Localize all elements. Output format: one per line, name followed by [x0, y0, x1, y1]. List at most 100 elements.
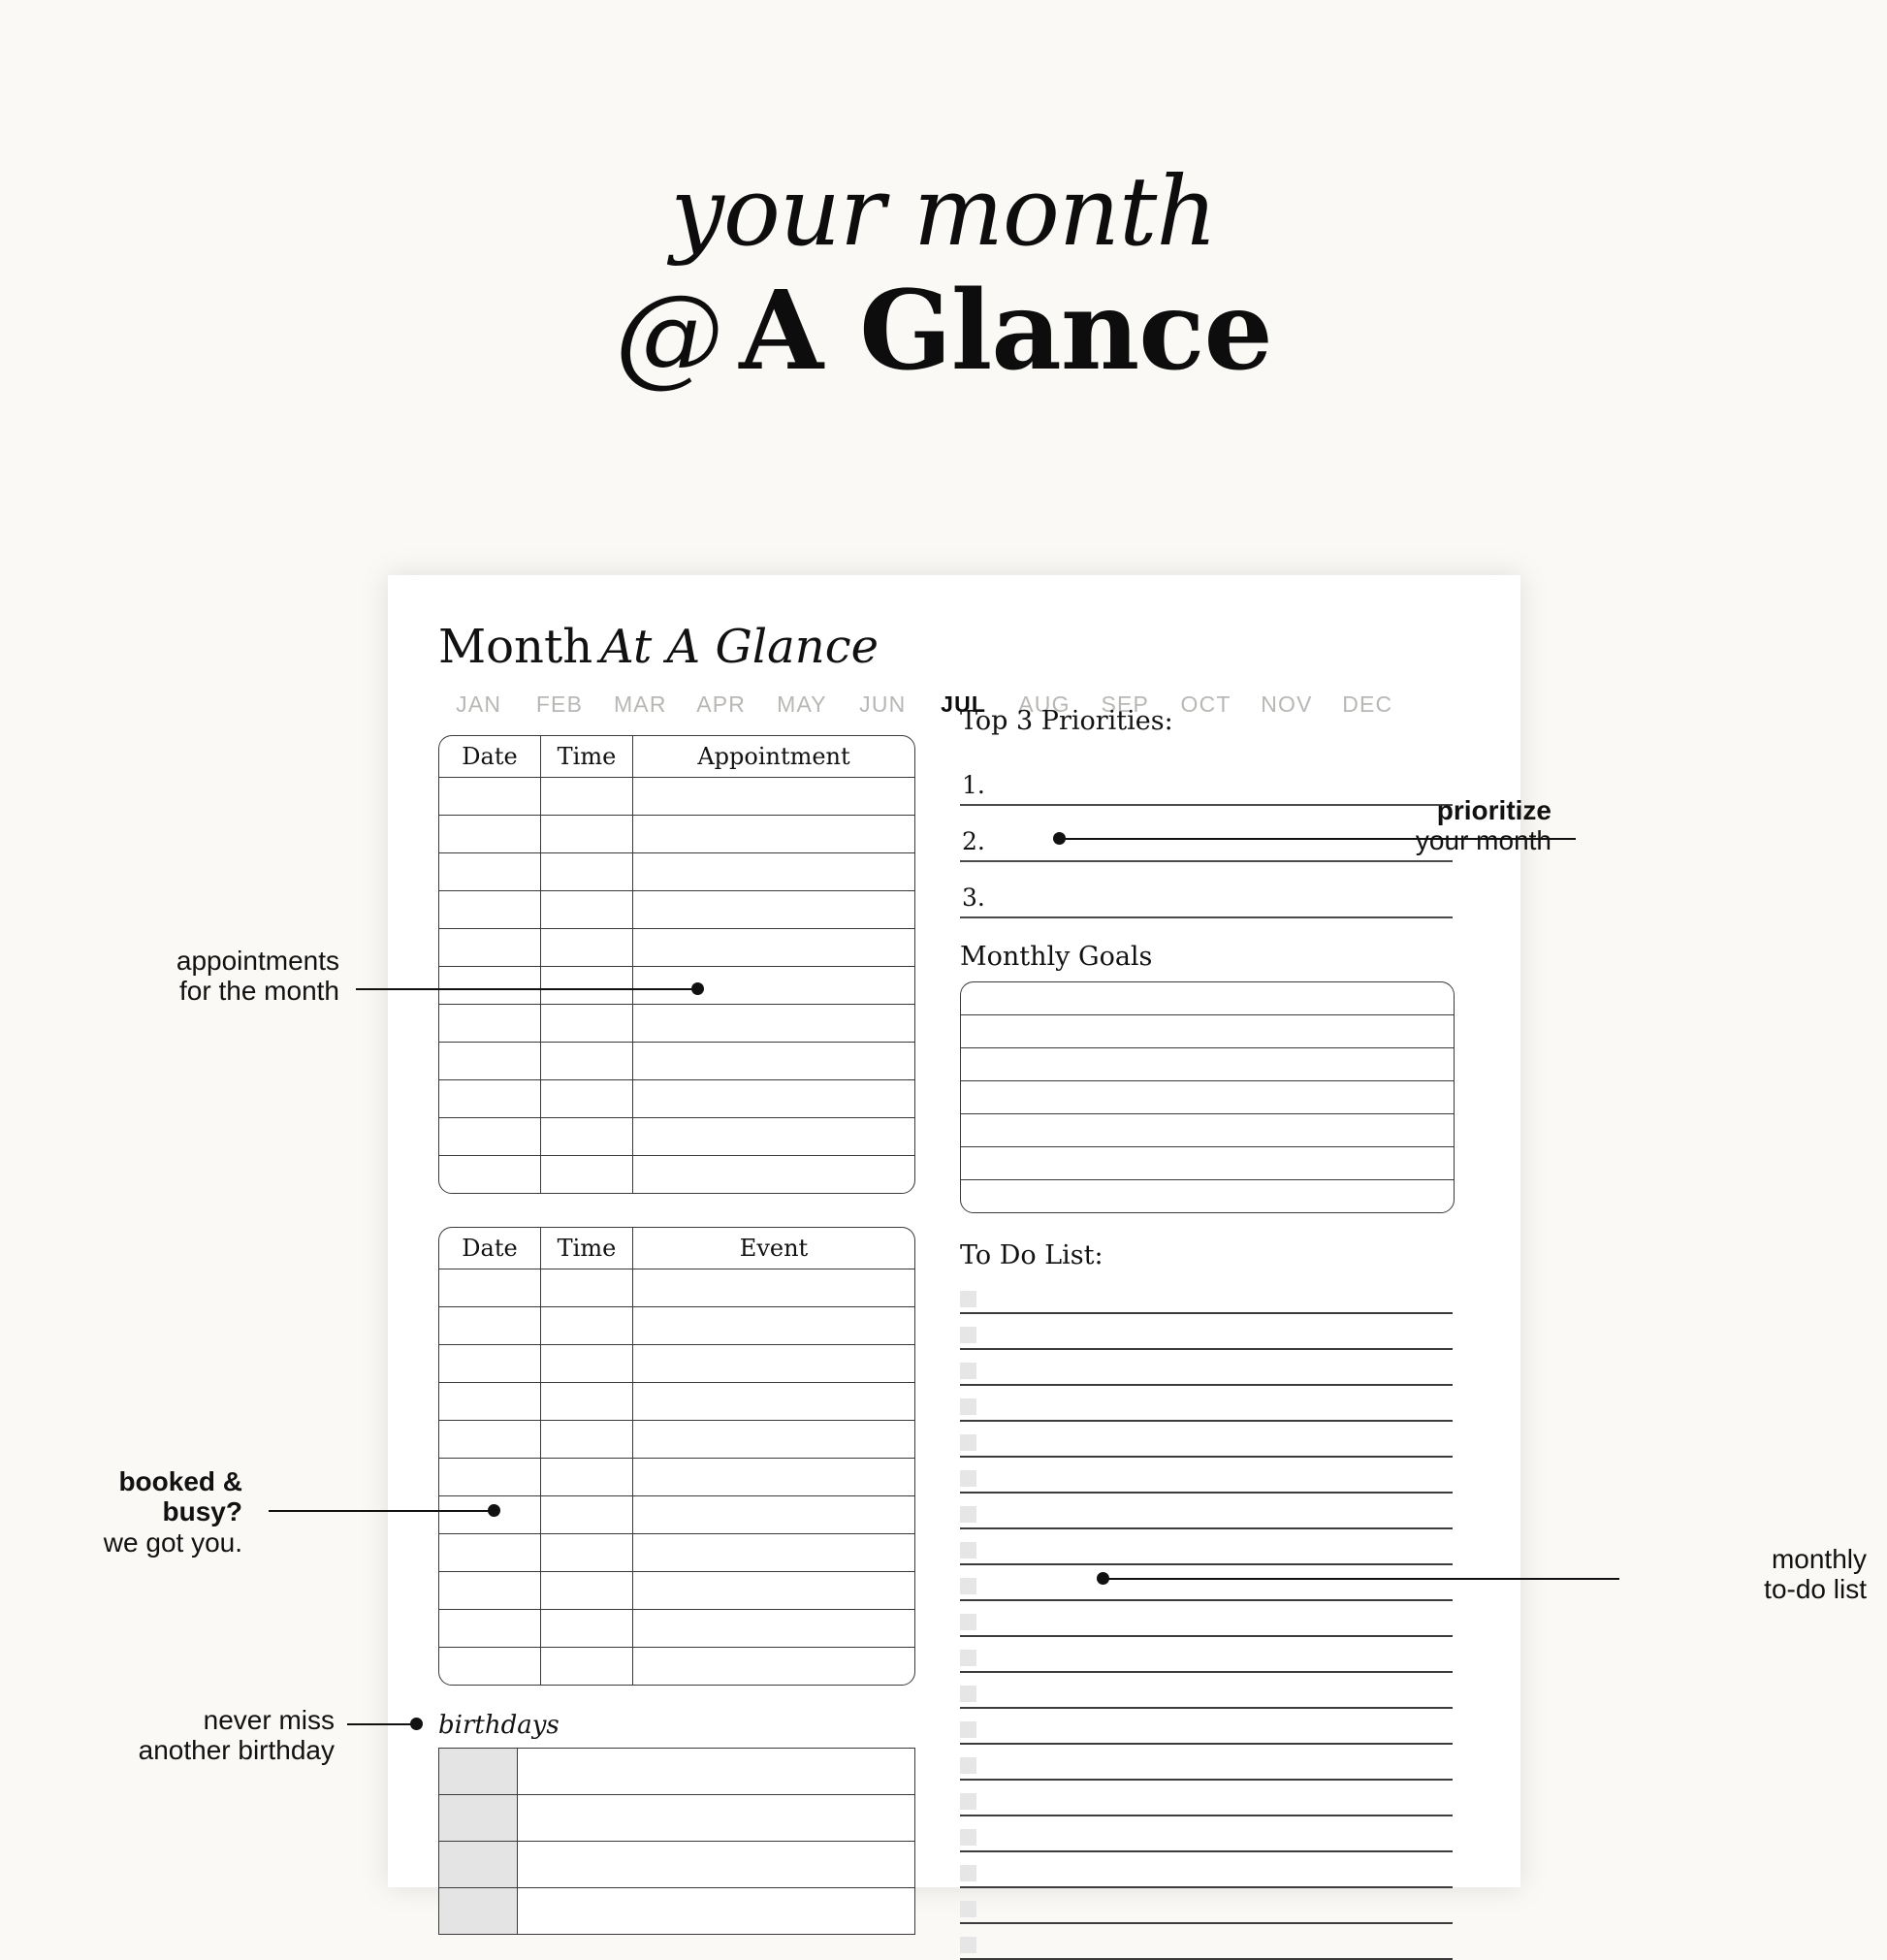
table-cell[interactable] — [439, 891, 541, 929]
table-cell[interactable] — [633, 1345, 914, 1383]
table-row[interactable] — [439, 1496, 914, 1534]
table-row[interactable] — [439, 1383, 914, 1421]
table-row[interactable] — [439, 1269, 914, 1307]
table-cell[interactable] — [633, 1534, 914, 1572]
goal-line[interactable] — [961, 1180, 1454, 1212]
goal-line[interactable] — [961, 1048, 1454, 1081]
checkbox-icon[interactable] — [960, 1650, 976, 1666]
table-row[interactable] — [439, 1043, 914, 1080]
table-row[interactable] — [439, 967, 914, 1005]
checkbox-icon[interactable] — [960, 1937, 976, 1953]
todo-row[interactable] — [960, 1565, 1453, 1601]
table-cell[interactable] — [541, 816, 633, 853]
checkbox-icon[interactable] — [960, 1757, 976, 1774]
todo-row[interactable] — [960, 1458, 1453, 1494]
checkbox-icon[interactable] — [960, 1470, 976, 1487]
table-cell[interactable] — [439, 1648, 541, 1685]
goal-line[interactable] — [961, 1147, 1454, 1180]
table-cell[interactable] — [541, 1156, 633, 1193]
table-cell[interactable] — [633, 1005, 914, 1043]
table-cell[interactable] — [541, 853, 633, 891]
checkbox-icon[interactable] — [960, 1578, 976, 1594]
table-cell[interactable] — [633, 778, 914, 816]
table-cell[interactable] — [541, 1496, 633, 1534]
todo-row[interactable] — [960, 1852, 1453, 1888]
priority-row-2[interactable]: 2. — [960, 806, 1453, 862]
todo-row[interactable] — [960, 1924, 1453, 1960]
table-cell[interactable] — [541, 1572, 633, 1610]
table-cell[interactable] — [439, 967, 541, 1005]
table-cell[interactable] — [439, 1307, 541, 1345]
table-row[interactable] — [439, 1648, 914, 1685]
checkbox-icon[interactable] — [960, 1327, 976, 1343]
table-row[interactable] — [439, 853, 914, 891]
checkbox-icon[interactable] — [960, 1363, 976, 1379]
table-cell[interactable] — [541, 1610, 633, 1648]
table-row[interactable] — [439, 1345, 914, 1383]
checkbox-icon[interactable] — [960, 1542, 976, 1558]
goal-line[interactable] — [961, 982, 1454, 1015]
table-cell[interactable] — [633, 1572, 914, 1610]
table-cell[interactable] — [439, 853, 541, 891]
table-cell[interactable] — [439, 929, 541, 967]
table-row[interactable] — [439, 778, 914, 816]
table-row[interactable] — [439, 1156, 914, 1193]
todo-row[interactable] — [960, 1888, 1453, 1924]
table-cell[interactable] — [439, 1345, 541, 1383]
todo-row[interactable] — [960, 1386, 1453, 1422]
table-cell[interactable] — [439, 1269, 541, 1307]
table-cell[interactable] — [541, 1421, 633, 1459]
monthly-goals-box[interactable] — [960, 981, 1455, 1213]
table-row[interactable] — [439, 1005, 914, 1043]
table-cell[interactable] — [439, 1421, 541, 1459]
todo-list[interactable] — [960, 1278, 1453, 1960]
table-cell[interactable] — [541, 1043, 633, 1080]
table-cell[interactable] — [439, 778, 541, 816]
goal-line[interactable] — [961, 1015, 1454, 1048]
table-cell[interactable] — [541, 1383, 633, 1421]
table-cell[interactable] — [439, 1572, 541, 1610]
todo-row[interactable] — [960, 1350, 1453, 1386]
month-item-may[interactable]: MAY — [777, 691, 827, 717]
table-cell[interactable] — [541, 1648, 633, 1685]
todo-row[interactable] — [960, 1709, 1453, 1745]
table-cell[interactable] — [633, 816, 914, 853]
checkbox-icon[interactable] — [960, 1506, 976, 1523]
table-cell[interactable] — [541, 929, 633, 967]
table-row[interactable] — [439, 1842, 914, 1888]
table-row[interactable] — [439, 1610, 914, 1648]
table-row[interactable] — [439, 1307, 914, 1345]
checkbox-icon[interactable] — [960, 1901, 976, 1917]
priority-row-3[interactable]: 3. — [960, 862, 1453, 918]
todo-row[interactable] — [960, 1781, 1453, 1816]
todo-row[interactable] — [960, 1278, 1453, 1314]
table-cell[interactable] — [633, 1496, 914, 1534]
table-cell[interactable] — [633, 1080, 914, 1118]
table-cell[interactable] — [541, 1459, 633, 1496]
todo-row[interactable] — [960, 1422, 1453, 1458]
todo-row[interactable] — [960, 1314, 1453, 1350]
table-row[interactable] — [439, 816, 914, 853]
table-cell[interactable] — [541, 891, 633, 929]
checkbox-icon[interactable] — [960, 1686, 976, 1702]
birthday-date-cell[interactable] — [439, 1888, 518, 1934]
table-cell[interactable] — [633, 1156, 914, 1193]
table-cell[interactable] — [541, 778, 633, 816]
todo-row[interactable] — [960, 1494, 1453, 1529]
checkbox-icon[interactable] — [960, 1793, 976, 1810]
table-cell[interactable] — [633, 1118, 914, 1156]
table-cell[interactable] — [633, 1269, 914, 1307]
table-cell[interactable] — [439, 1496, 541, 1534]
table-cell[interactable] — [439, 1080, 541, 1118]
goal-line[interactable] — [961, 1114, 1454, 1147]
birthdays-table[interactable] — [438, 1748, 915, 1935]
table-cell[interactable] — [439, 1005, 541, 1043]
month-item-aug[interactable]: AUG — [1018, 691, 1071, 717]
checkbox-icon[interactable] — [960, 1614, 976, 1630]
table-cell[interactable] — [633, 853, 914, 891]
checkbox-icon[interactable] — [960, 1434, 976, 1451]
table-cell[interactable] — [541, 1269, 633, 1307]
table-cell[interactable] — [633, 1648, 914, 1685]
birthday-date-cell[interactable] — [439, 1749, 518, 1795]
table-cell[interactable] — [633, 1383, 914, 1421]
